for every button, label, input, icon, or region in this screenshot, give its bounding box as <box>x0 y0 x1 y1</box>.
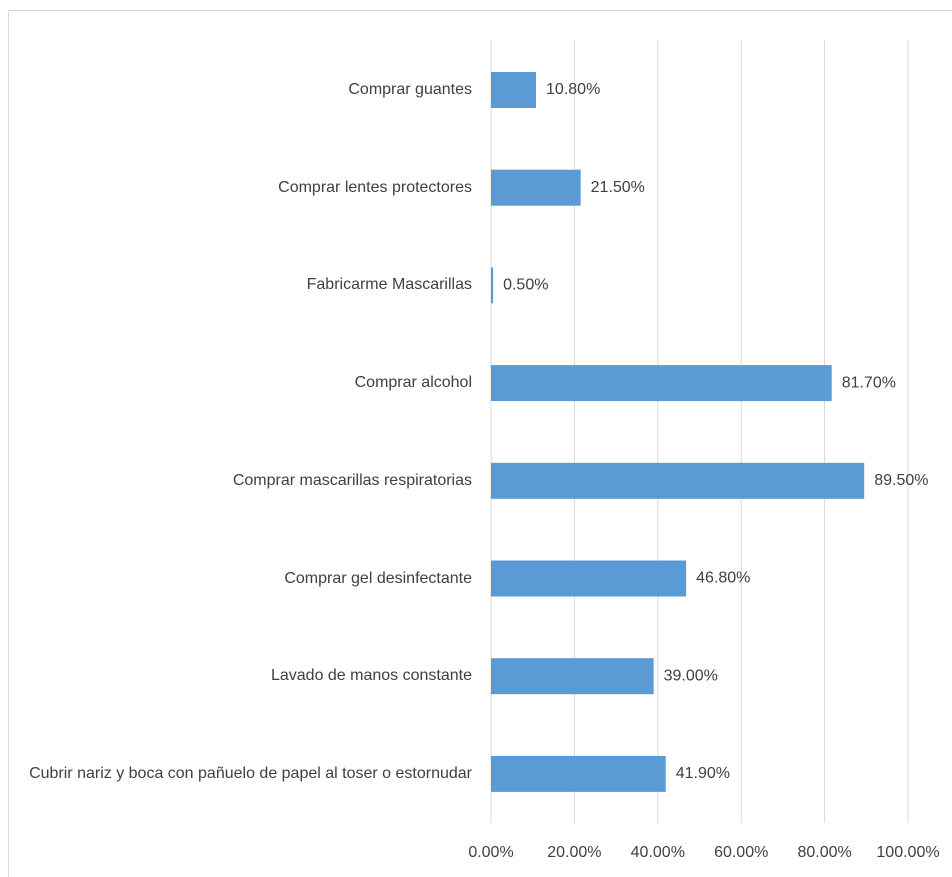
value-label: 0.50% <box>503 277 548 294</box>
category-label-box: Comprar mascarillas respiratorias <box>12 470 472 492</box>
value-label: 39.00% <box>664 667 718 684</box>
x-tick-label: 20.00% <box>547 844 601 861</box>
x-tick-label: 100.00% <box>876 844 939 861</box>
x-tick-label: 0.00% <box>468 844 513 861</box>
bar <box>491 169 581 206</box>
bar <box>491 267 494 304</box>
value-label: 10.80% <box>546 81 600 98</box>
value-label: 21.50% <box>591 179 645 196</box>
x-tick-label: 40.00% <box>631 844 685 861</box>
y-tick-label: Cubrir nariz y boca con pañuelo de papel… <box>29 764 472 782</box>
category-label-box: Lavado de manos constante <box>12 665 472 687</box>
bar <box>491 560 687 597</box>
y-tick-label: Comprar gel desinfectante <box>284 569 472 587</box>
bar <box>491 365 832 402</box>
y-tick-label: Lavado de manos constante <box>270 667 472 685</box>
x-tick-label: 60.00% <box>714 844 768 861</box>
value-label: 46.80% <box>696 570 750 587</box>
category-label-box: Comprar guantes <box>12 79 472 101</box>
y-tick-label: Fabricarme Mascarillas <box>306 276 472 294</box>
value-label: 89.50% <box>874 472 928 489</box>
value-label: 81.70% <box>842 374 896 391</box>
y-tick-label: Comprar guantes <box>348 81 472 98</box>
y-tick-label: Comprar mascarillas respiratorias <box>232 471 472 489</box>
category-label-box: Comprar alcohol <box>12 372 472 394</box>
category-label-box: Cubrir nariz y boca con pañuelo de papel… <box>12 763 472 785</box>
category-label-box: Comprar gel desinfectante <box>12 568 472 590</box>
category-label-box: Fabricarme Mascarillas <box>12 274 472 296</box>
bar <box>491 658 654 695</box>
y-tick-label: Comprar lentes protectores <box>278 178 472 196</box>
y-tick-label: Comprar alcohol <box>354 374 472 392</box>
bar <box>491 462 865 499</box>
chart-border <box>8 10 952 877</box>
category-label-box: Comprar lentes protectores <box>12 177 472 199</box>
x-tick-label: 80.00% <box>797 844 851 861</box>
bar <box>491 72 537 108</box>
value-label: 41.90% <box>676 765 730 782</box>
bar <box>491 755 666 792</box>
